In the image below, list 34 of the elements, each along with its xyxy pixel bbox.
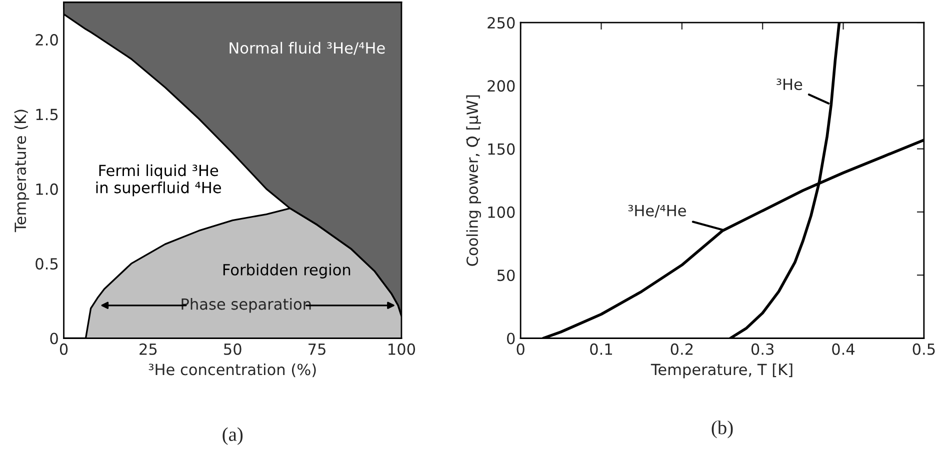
text: (a) (222, 427, 243, 445)
y-tick-label: 200 (488, 80, 515, 92)
x-tick-label: 0.3 (751, 343, 774, 355)
x-axis-title: Temperature, T [K] (650, 363, 792, 378)
annotation: ³He (776, 78, 802, 90)
y-tick-label: 1.0 (36, 183, 58, 195)
annotation: Normal fluid ³He/⁴He (230, 42, 385, 55)
y-axis-title: Cooling power, Q̇ [μW] (466, 95, 482, 266)
annotation: Forbidden region (223, 264, 350, 278)
x-tick-label: 0.4 (832, 343, 855, 355)
y-tick-label: 2.0 (36, 34, 58, 46)
x-tick-label: 0.2 (670, 343, 693, 355)
y-tick-label: 250 (488, 17, 515, 29)
x-tick-label: 0 (516, 343, 524, 355)
x-tick-label: 100 (388, 343, 416, 355)
x-tick-label: 0 (60, 343, 68, 355)
x-tick-label: 0.1 (590, 343, 612, 355)
y-tick-label: 0 (50, 332, 58, 344)
x-tick-label: 0.5 (912, 343, 935, 355)
text: (b) (712, 420, 733, 438)
x-tick-label: 50 (224, 343, 242, 355)
y-axis-title: Temperature (K) (14, 110, 30, 232)
x-axis-title: ³He concentration (%) (148, 363, 316, 378)
x-tick-label: 75 (308, 344, 326, 355)
y-tick-label: 100 (488, 206, 515, 218)
annotation: Phase separation (182, 298, 311, 313)
x-tick-label: 25 (140, 343, 157, 355)
y-tick-label: 50 (497, 270, 515, 282)
y-tick-label: 0.5 (36, 258, 58, 270)
y-tick-label: 150 (488, 143, 515, 155)
y-tick-label: 1.5 (36, 108, 58, 120)
y-tick-label: 0 (507, 332, 515, 344)
annotation: Fermi liquid ³He in superfluid ⁴He (96, 164, 221, 196)
annotation: ³He/⁴He (628, 204, 686, 218)
